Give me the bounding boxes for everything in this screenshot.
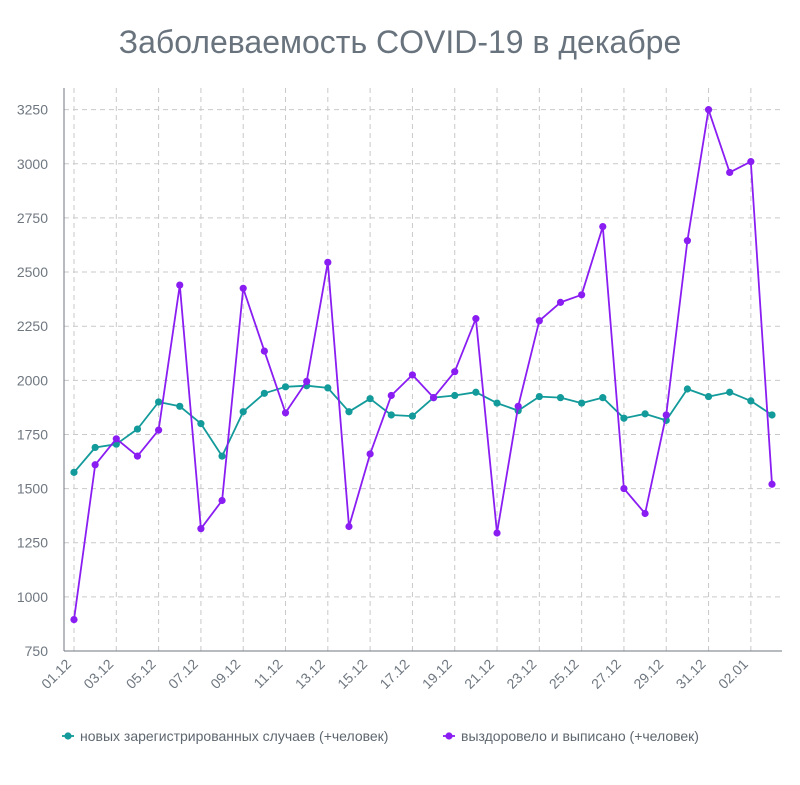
data-point [281, 409, 290, 417]
x-tick-label: 31.12 [673, 656, 709, 692]
data-point [599, 222, 607, 231]
data-point [493, 399, 501, 407]
data-point [704, 392, 713, 401]
data-point [641, 410, 649, 418]
data-point [683, 385, 691, 393]
data-point [472, 388, 480, 396]
data-point [176, 281, 184, 289]
data-point [599, 394, 607, 402]
data-point [578, 399, 586, 407]
y-tick-label: 1500 [17, 481, 48, 497]
data-point [514, 402, 522, 410]
data-point [303, 377, 311, 386]
x-tick-label: 27.12 [588, 656, 624, 692]
y-tick-label: 1250 [17, 535, 48, 551]
data-point [218, 496, 226, 505]
y-tick-label: 2250 [17, 318, 48, 334]
data-point [556, 394, 565, 402]
data-point [704, 106, 713, 114]
x-tick-label: 07.12 [165, 656, 201, 692]
data-point [387, 411, 395, 419]
data-point [133, 452, 142, 460]
data-point [155, 426, 163, 434]
data-point [260, 347, 268, 355]
data-point [429, 394, 438, 402]
x-tick-label: 05.12 [123, 656, 159, 692]
data-point [70, 616, 78, 624]
data-point [239, 408, 247, 416]
y-tick-label: 2000 [17, 372, 48, 388]
y-tick-label: 1750 [17, 426, 48, 442]
data-point [726, 388, 734, 396]
data-point [239, 284, 247, 292]
data-point [197, 420, 205, 428]
y-tick-label: 2750 [17, 210, 48, 226]
data-point [408, 412, 417, 420]
x-tick-label: 23.12 [503, 656, 539, 692]
data-point [197, 525, 205, 533]
data-point [451, 391, 459, 400]
x-tick-label: 11.12 [250, 656, 286, 692]
legend-marker [445, 732, 453, 740]
data-point [176, 402, 184, 410]
x-tick-label: 01.12 [38, 656, 74, 692]
data-point [91, 461, 99, 469]
data-point [662, 411, 670, 419]
series-line-2 [73, 108, 773, 620]
data-point [218, 452, 226, 460]
chart-title: Заболеваемость COVID-19 в декабре [118, 24, 682, 60]
x-tick-label: 25.12 [546, 656, 582, 692]
data-point [366, 450, 374, 458]
x-tick-label: 21.12 [461, 656, 497, 692]
data-point [535, 392, 543, 401]
x-tick-label: 17.12 [376, 656, 412, 692]
data-point [726, 168, 734, 177]
data-point [345, 522, 353, 531]
data-point [387, 391, 395, 400]
y-tick-label: 2500 [17, 264, 48, 280]
data-point [620, 484, 628, 493]
x-tick-label: 19.12 [419, 656, 455, 692]
x-tick-label: 29.12 [630, 656, 666, 692]
y-tick-label: 1000 [17, 589, 48, 605]
legend-marker [64, 732, 72, 740]
legend-label: выздоровело и выписано (+человек) [461, 728, 699, 744]
legend-label: новых зарегистрированных случаев (+челов… [80, 728, 388, 744]
data-point [324, 384, 332, 392]
x-tick-label: 13.12 [292, 656, 328, 692]
data-point [281, 383, 290, 391]
y-tick-label: 750 [25, 643, 49, 659]
data-point [366, 395, 374, 403]
data-point [70, 468, 78, 476]
x-tick-label: 03.12 [80, 656, 116, 692]
data-point [493, 529, 501, 537]
data-point [535, 317, 543, 325]
data-point [578, 291, 586, 299]
x-tick-label: 15.12 [334, 656, 370, 692]
y-tick-label: 3000 [17, 156, 48, 172]
data-point [747, 397, 755, 405]
data-point [345, 408, 353, 416]
data-point [324, 258, 332, 266]
data-point [408, 371, 417, 379]
data-point [133, 425, 142, 433]
data-point [620, 414, 628, 422]
x-tick-label: 09.12 [207, 656, 243, 692]
data-point [768, 480, 776, 488]
data-point [472, 315, 480, 323]
data-point [260, 389, 268, 397]
data-point [747, 158, 755, 166]
data-point [91, 443, 99, 452]
data-point [641, 509, 649, 518]
data-point [683, 237, 691, 245]
data-point [556, 298, 565, 306]
y-tick-label: 3250 [17, 102, 48, 118]
x-tick-label: 02.01 [715, 656, 751, 692]
data-point [112, 435, 120, 443]
data-point [451, 368, 459, 376]
data-point [155, 398, 163, 406]
data-point [768, 411, 776, 419]
